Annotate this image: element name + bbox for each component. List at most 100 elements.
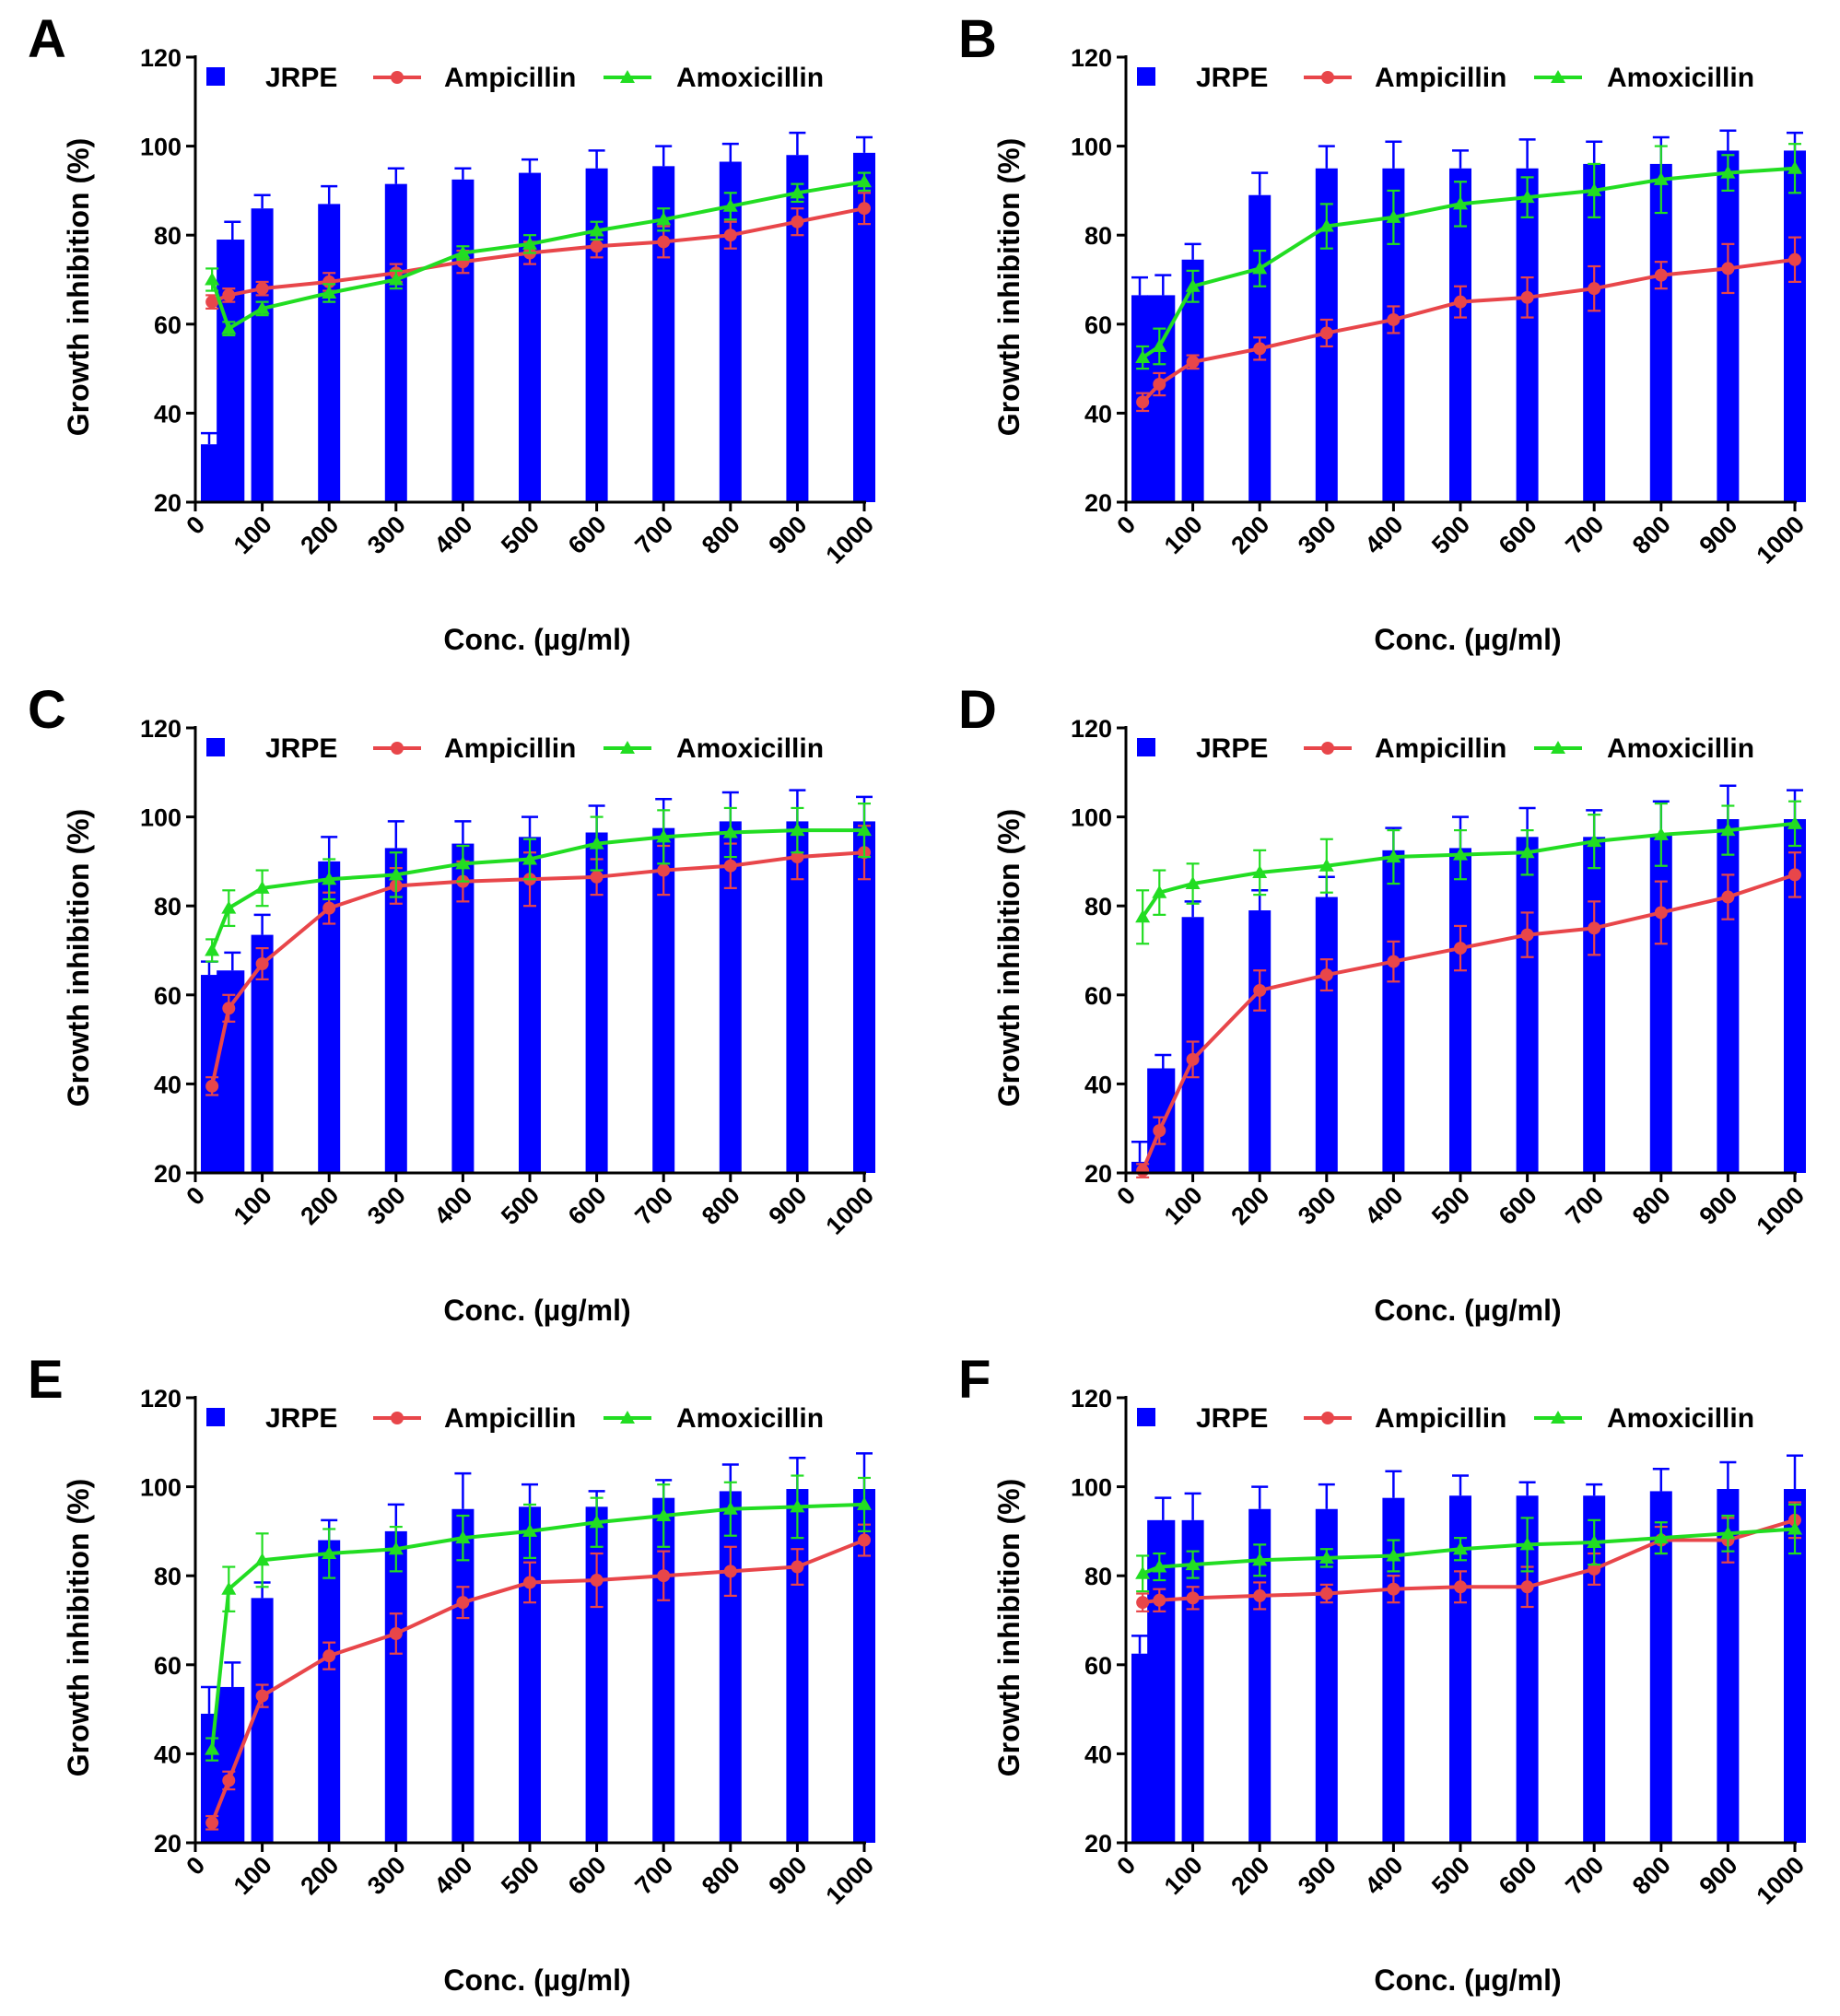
x-tick-label: 1000 (821, 1181, 880, 1240)
legend-jrpe-label: JRPE (265, 1403, 337, 1434)
amoxicillin-point (1453, 847, 1468, 861)
amoxicillin-series (205, 1474, 872, 1762)
amoxicillin-point (1653, 826, 1669, 840)
amoxicillin-point (1453, 1541, 1468, 1555)
legend: JRPE Ampicillin Amoxicillin (206, 1403, 824, 1434)
amoxicillin-point (254, 880, 270, 894)
amoxicillin-point (857, 174, 872, 188)
y-tick-label: 20 (1084, 1160, 1112, 1188)
y-tick-label: 80 (1084, 893, 1112, 920)
x-tick-label: 700 (629, 1851, 678, 1900)
ampicillin-point (1721, 890, 1735, 904)
amoxicillin-point (1252, 1553, 1268, 1566)
x-tick-label: 0 (1111, 1851, 1141, 1881)
jrpe-bar (1147, 1068, 1176, 1173)
jrpe-bar (451, 1508, 475, 1843)
jrpe-bar (384, 1530, 407, 1843)
legend-jrpe-swatch (206, 1408, 225, 1426)
x-tick-label: 200 (1225, 1181, 1274, 1230)
x-axis-title: Conc. (µg/ml) (1374, 1963, 1561, 1997)
panel-letter: A (28, 9, 66, 69)
legend-amoxicillin-marker (1551, 70, 1565, 83)
ampicillin-point (255, 956, 269, 970)
y-axis-title: Growth inhibition (%) (62, 809, 95, 1107)
x-axis-title: Conc. (µg/ml) (1374, 1294, 1561, 1327)
amoxicillin-point (857, 823, 872, 837)
amoxicillin-series (1135, 800, 1802, 945)
jrpe-bar (318, 204, 341, 502)
legend-ampicillin-label: Ampicillin (1375, 1403, 1506, 1434)
y-tick-label: 40 (154, 400, 182, 428)
amoxicillin-point (722, 1501, 738, 1515)
x-tick-label: 500 (1426, 1851, 1475, 1900)
ampicillin-point (1721, 262, 1735, 275)
y-tick-label: 40 (1084, 1071, 1112, 1098)
panel-f: F 20 40 60 80 100 120 0 100 200 300 400 500 600 700 800… (958, 1350, 1810, 1997)
y-tick-label: 60 (1084, 1652, 1112, 1680)
x-tick-label: 1000 (1752, 1851, 1811, 1910)
x-tick-label: 700 (1560, 510, 1609, 559)
y-tick-label: 40 (154, 1741, 182, 1768)
amoxicillin-point (254, 1553, 270, 1566)
ampicillin-point (657, 235, 671, 249)
y-tick-label: 60 (1084, 982, 1112, 1010)
amoxicillin-point (1787, 1521, 1802, 1535)
legend: JRPE Ampicillin Amoxicillin (1137, 733, 1754, 764)
y-axis-title: Growth inhibition (%) (992, 809, 1025, 1107)
y-tick-label: 40 (1084, 400, 1112, 428)
amoxicillin-point (589, 1515, 604, 1529)
amoxicillin-point (1386, 1548, 1401, 1562)
ampicillin-point (1588, 921, 1601, 935)
ampicillin-point (791, 850, 804, 864)
panel-e: E 20 40 60 80 100 120 0 100 200 300 400 500 600 700 800… (28, 1350, 879, 1997)
legend-amoxicillin-marker (1551, 741, 1565, 754)
amoxicillin-line (1142, 1527, 1796, 1576)
x-tick-label: 300 (1293, 1181, 1342, 1230)
x-tick-label: 200 (1225, 510, 1274, 559)
y-tick-label: 100 (140, 134, 182, 161)
jrpe-bar (217, 1686, 245, 1843)
ampicillin-point (1788, 868, 1801, 882)
amoxicillin-point (1519, 190, 1535, 204)
legend-ampicillin-marker (1321, 1412, 1334, 1424)
legend: JRPE Ampicillin Amoxicillin (206, 733, 824, 764)
amoxicillin-point (1587, 1534, 1602, 1548)
jrpe-bars (201, 1452, 875, 1843)
x-axis-title: Conc. (µg/ml) (443, 1963, 630, 1997)
x-tick-label: 600 (1494, 510, 1542, 559)
x-tick-label: 600 (563, 1181, 612, 1230)
ampicillin-point (1454, 295, 1467, 309)
legend-amoxicillin-label: Amoxicillin (1607, 1403, 1754, 1434)
jrpe-bar (217, 970, 245, 1173)
x-tick-label: 500 (1426, 1181, 1475, 1230)
ampicillin-line (1141, 873, 1796, 1172)
x-tick-label: 400 (1360, 1851, 1409, 1900)
jrpe-bar (251, 1598, 274, 1843)
x-tick-label: 0 (181, 1181, 210, 1211)
ampicillin-point (255, 282, 269, 296)
y-tick-label: 80 (1084, 222, 1112, 250)
ampicillin-line (1141, 257, 1796, 404)
x-tick-label: 500 (496, 1851, 545, 1900)
x-tick-label: 400 (429, 1851, 478, 1900)
y-tick-label: 100 (140, 1474, 182, 1502)
legend-ampicillin-marker (391, 1412, 404, 1424)
jrpe-bar (201, 975, 217, 1173)
ampicillin-point (858, 202, 871, 216)
legend: JRPE Ampicillin Amoxicillin (1137, 1403, 1754, 1434)
jrpe-bar (1248, 910, 1272, 1173)
y-tick-label: 60 (154, 982, 182, 1010)
jrpe-bars (201, 131, 875, 502)
jrpe-bar (786, 155, 809, 502)
panel-letter: B (958, 9, 997, 69)
panel-c: C 20 40 60 80 100 120 0 100 200 300 400 500 600 700 800… (28, 680, 879, 1327)
ampicillin-point (1153, 1593, 1166, 1607)
amoxicillin-point (1453, 196, 1468, 210)
ampicillin-point (1153, 1124, 1166, 1138)
legend-ampicillin-marker (1321, 742, 1334, 755)
ampicillin-point (1387, 312, 1401, 326)
x-tick-label: 900 (1694, 510, 1743, 559)
amoxicillin-point (1519, 845, 1535, 859)
amoxicillin-point (522, 236, 537, 250)
